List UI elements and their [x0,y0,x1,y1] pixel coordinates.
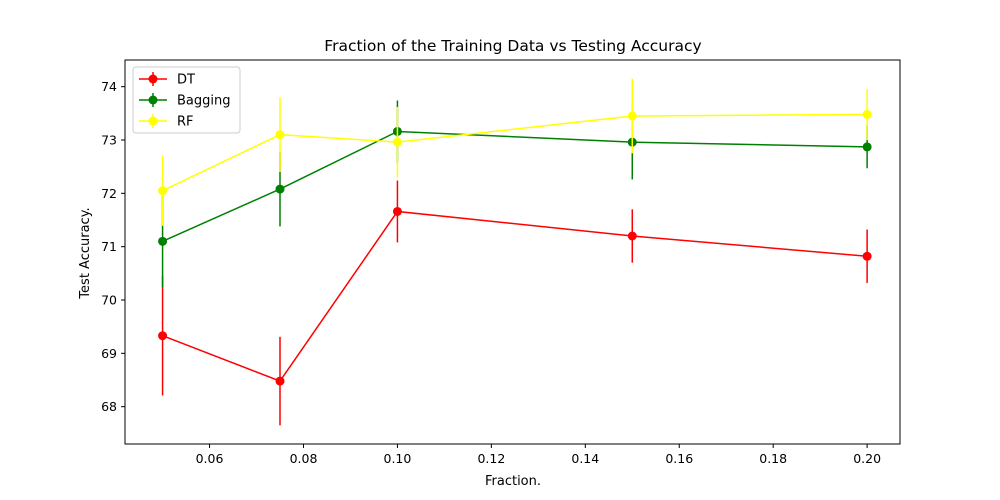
data-point [627,231,637,241]
legend-label: RF [177,115,194,130]
data-point [862,251,872,261]
series-line [162,113,868,192]
data-point [158,331,168,341]
data-point [862,142,872,152]
y-axis-label: Test Accuracy. [78,207,93,299]
data-point [392,137,402,147]
x-tick-label: 0.08 [290,451,318,466]
axes-frame [124,59,901,445]
legend-label: Bagging [177,94,231,109]
data-point [275,184,285,194]
legend-item-dt: DT [139,72,195,88]
legend-label: DT [177,73,195,88]
legend-item-bagging: Bagging [139,93,231,109]
legend-marker [148,95,158,105]
data-point [862,109,872,119]
axes: 0.06 0.08 0.10 0.12 0.14 0.16 0.18 0.20 68 69 70 71… [101,59,901,466]
y-tick-label: 71 [101,239,117,254]
legend-item-rf: RF [139,114,194,130]
legend-marker [148,116,158,126]
series-line [162,130,868,243]
x-tick-label: 0.12 [477,451,505,466]
y-tick-label: 69 [101,346,117,361]
y-tick-label: 73 [101,133,117,148]
y-tick-label: 68 [101,399,117,414]
data-point [158,186,168,196]
y-tick-label: 72 [101,186,117,201]
series-bagging [158,100,872,288]
legend-box [132,66,241,134]
data-point [275,376,285,386]
data-point [392,206,402,216]
x-tick-label: 0.18 [759,451,787,466]
y-tick-label: 70 [101,293,117,308]
legend: DT Bagging RF [132,66,241,134]
legend-marker [148,74,158,84]
series-line [162,210,868,382]
x-tick-label: 0.20 [853,451,881,466]
series-dt [158,180,872,426]
data-point [275,130,285,140]
x-tick-label: 0.10 [384,451,412,466]
x-tick-label: 0.06 [196,451,224,466]
x-tick-label: 0.14 [571,451,599,466]
series-rf [158,78,872,226]
chart-title: Fraction of the Training Data vs Testing… [324,37,701,55]
data-point [158,236,168,246]
plot-area [158,78,872,426]
x-axis-label: Fraction. [485,474,541,489]
data-point [627,111,637,121]
y-tick-label: 74 [101,79,117,94]
x-tick-label: 0.16 [665,451,693,466]
